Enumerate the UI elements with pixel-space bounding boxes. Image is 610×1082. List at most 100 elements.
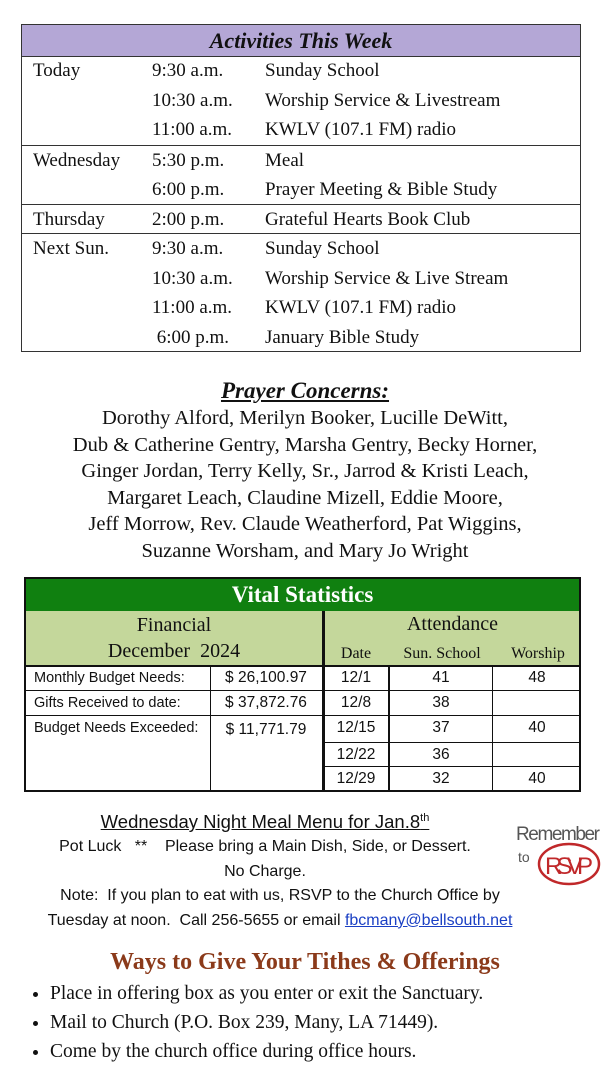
financial-label: Monthly Budget Needs: <box>34 670 185 686</box>
attendance-date: 12/15 <box>336 719 376 736</box>
attendance-sunday-school: 36 <box>432 746 450 763</box>
divider <box>210 665 211 790</box>
divider <box>322 611 325 790</box>
activity-event: Sunday School <box>265 60 380 81</box>
give-item: Place in offering box as you enter or ex… <box>50 979 610 1008</box>
attendance-sunday-school: 38 <box>432 694 450 711</box>
attendance-worship: 40 <box>528 770 546 787</box>
menu-line: Pot Luck ** Please bring a Main Dish, Si… <box>59 838 471 856</box>
attendance-worship: 48 <box>528 669 546 686</box>
activity-row: 11:00 a.m. KWLV (107.1 FM) radio <box>22 115 580 145</box>
activities-title: Activities This Week <box>22 25 580 57</box>
prayer-line: Margaret Leach, Claudine Mizell, Eddie M… <box>107 486 503 509</box>
activity-time: 11:00 a.m. <box>152 119 233 140</box>
divider <box>324 690 579 691</box>
activity-group: Today 9:30 a.m. Sunday School 10:30 a.m. Wor… <box>22 56 580 145</box>
activity-group: Next Sun. 9:30 a.m. Sunday School 10:30 a.m… <box>22 233 580 352</box>
activity-day: Today <box>33 60 81 81</box>
activity-day: Wednesday <box>33 149 121 171</box>
vital-title: Vital Statistics <box>26 579 579 611</box>
divider <box>26 665 579 667</box>
activities-table: Activities This Week Today 9:30 a.m. Sunda… <box>21 24 581 352</box>
activity-group: Wednesday 5:30 p.m. Meal 6:00 p.m. Prayer Me… <box>22 144 580 205</box>
activity-row: Today 9:30 a.m. Sunday School <box>22 56 580 86</box>
attendance-date: 12/22 <box>336 746 376 763</box>
financial-value: $ 26,100.97 <box>225 669 307 686</box>
ways-to-give: Ways to Give Your Tithes & Offerings Pla… <box>0 945 610 1066</box>
remember-to-rsvp-logo: Remember to RSVP <box>516 824 601 886</box>
meal-menu: Wednesday Night Meal Menu for Jan.8th Po… <box>0 805 530 933</box>
divider <box>492 665 493 790</box>
attendance-date: 12/1 <box>340 669 372 686</box>
activity-group: Thursday 2:00 p.m. Grateful Hearts Book Cl… <box>22 203 580 235</box>
activity-time: 2:00 p.m. <box>152 208 225 230</box>
activity-row: 6:00 p.m. January Bible Study <box>22 323 580 353</box>
activity-event: Grateful Hearts Book Club <box>265 208 471 230</box>
activity-time: 10:30 a.m. <box>152 89 233 111</box>
divider <box>26 715 324 716</box>
prayer-line: Dub & Catherine Gentry, Marsha Gentry, B… <box>72 433 538 456</box>
activity-time: 11:00 a.m. <box>152 297 233 318</box>
financial-label: Budget Needs Exceeded: <box>34 720 199 736</box>
activity-event: Sunday School <box>265 238 380 259</box>
prayer-title: Prayer Concerns: <box>220 378 390 403</box>
header-sun-school: Sun. School <box>403 645 481 662</box>
attendance-sunday-school: 37 <box>432 719 450 736</box>
financial-period: December 2024 <box>107 640 241 662</box>
activity-row: 6:00 p.m. Prayer Meeting & Bible Study <box>22 175 580 205</box>
attendance-date: 12/29 <box>336 770 376 787</box>
activity-day: Thursday <box>33 208 105 230</box>
menu-line: No Charge. <box>224 862 306 880</box>
financial-value: $ 37,872.76 <box>225 694 307 711</box>
divider <box>388 665 390 790</box>
activity-event: Meal <box>265 149 305 171</box>
activity-event: KWLV (107.1 FM) radio <box>265 119 457 140</box>
activity-time: 6:00 p.m. <box>152 179 225 200</box>
prayer-line: Suzanne Worsham, and Mary Jo Wright <box>141 539 469 562</box>
attendance-sunday-school: 32 <box>432 770 450 787</box>
attendance-title: Attendance <box>406 613 499 635</box>
svg-text:RSVP: RSVP <box>545 853 593 880</box>
attendance-date: 12/8 <box>340 694 372 711</box>
prayer-line: Jeff Morrow, Rev. Claude Weatherford, Pa… <box>88 513 522 535</box>
vital-statistics-table: Vital Statistics Financial December 2024… <box>24 577 581 792</box>
give-title: Ways to Give Your Tithes & Offerings <box>110 949 500 975</box>
activity-event: Worship Service & Livestream <box>265 89 501 111</box>
give-item: Come by the church office during office … <box>50 1037 610 1066</box>
activity-event: KWLV (107.1 FM) radio <box>265 297 457 318</box>
financial-title: Financial <box>136 614 212 636</box>
activity-time: 10:30 a.m. <box>152 267 233 289</box>
divider <box>324 766 579 767</box>
activity-day: Next Sun. <box>33 238 109 259</box>
activity-time: 5:30 p.m. <box>152 149 225 171</box>
menu-note: Note: If you plan to eat with us, RSVP t… <box>47 887 513 929</box>
activity-row: Next Sun. 9:30 a.m. Sunday School <box>22 234 580 264</box>
activity-time: 9:30 a.m. <box>152 60 224 81</box>
financial-value: $ 11,771.79 <box>225 721 307 738</box>
activity-row: 10:30 a.m. Worship Service & Live Stream <box>22 264 580 294</box>
give-item: Mail to Church (P.O. Box 239, Many, LA 7… <box>50 1008 610 1037</box>
prayer-concerns: Prayer Concerns: Dorothy Alford, Merilyn… <box>0 377 610 564</box>
prayer-line: Ginger Jordan, Terry Kelly, Sr., Jarrod … <box>81 460 529 482</box>
activity-event: Worship Service & Live Stream <box>265 267 509 289</box>
header-date: Date <box>340 645 372 662</box>
activity-time: 9:30 a.m. <box>152 238 224 259</box>
attendance-sunday-school: 41 <box>432 669 450 686</box>
header-worship: Worship <box>511 645 565 662</box>
email-link[interactable]: fbcmany@bellsouth.net <box>344 911 513 929</box>
svg-text:Remember: Remember <box>516 824 601 845</box>
divider <box>324 715 579 716</box>
activity-row: Wednesday 5:30 p.m. Meal <box>22 146 580 176</box>
activity-row: 11:00 a.m. KWLV (107.1 FM) radio <box>22 293 580 323</box>
divider <box>324 742 579 743</box>
activity-row: Thursday 2:00 p.m. Grateful Hearts Book Cl… <box>22 205 580 235</box>
activity-time: 6:00 p.m. <box>152 326 230 348</box>
divider <box>26 690 324 691</box>
activity-row: 10:30 a.m. Worship Service & Livestream <box>22 86 580 116</box>
financial-label: Gifts Received to date: <box>34 695 181 711</box>
attendance-worship: 40 <box>528 719 546 736</box>
activity-event: January Bible Study <box>265 326 420 348</box>
prayer-line: Dorothy Alford, Merilyn Booker, Lucille … <box>102 407 508 429</box>
svg-text:to: to <box>518 849 530 865</box>
menu-title: Wednesday Night Meal Menu for Jan.8th <box>100 811 430 833</box>
